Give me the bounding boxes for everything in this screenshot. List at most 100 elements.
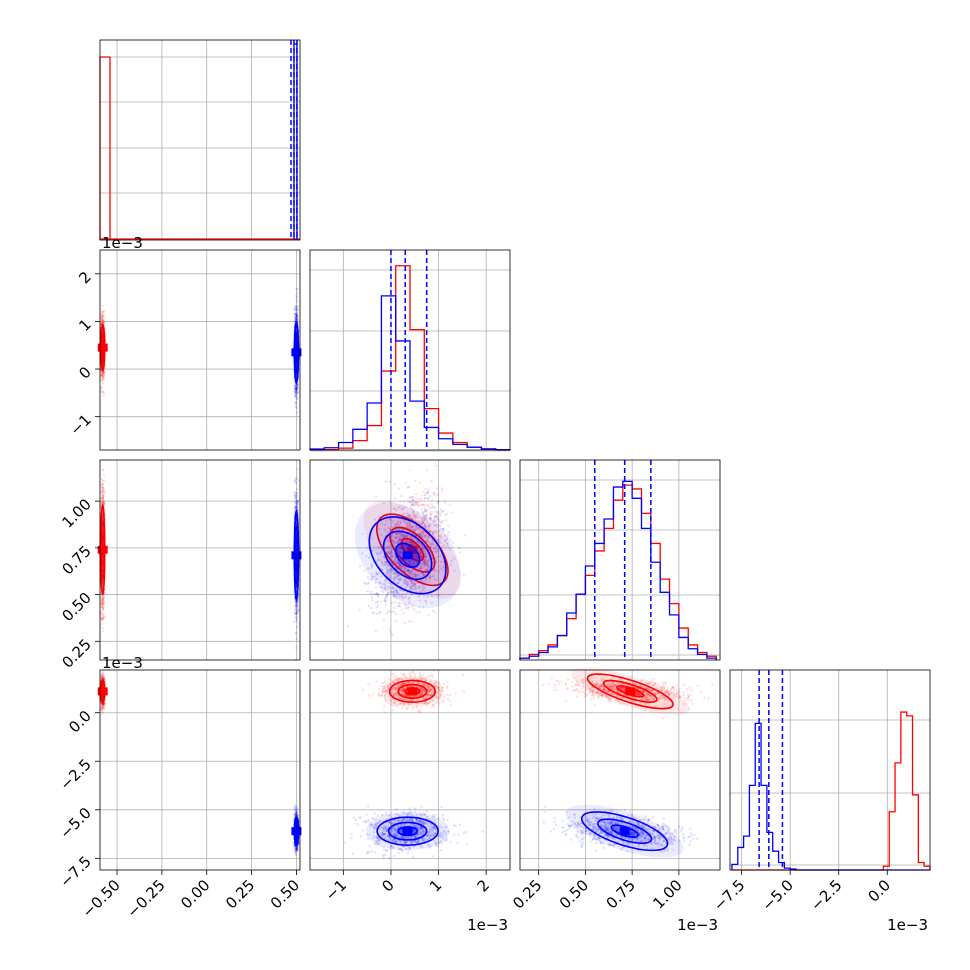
scatter-point — [389, 630, 392, 634]
scatter-point — [294, 404, 298, 407]
scatter-point — [101, 320, 105, 323]
scatter-point — [390, 633, 394, 637]
scatter-point — [366, 575, 370, 579]
scatter-point — [363, 569, 366, 572]
density-peak — [97, 343, 108, 352]
scatter-point — [296, 468, 299, 471]
scatter-point — [101, 390, 104, 393]
scatter-point — [296, 305, 299, 308]
scatter-point — [295, 620, 299, 623]
scatter-point — [100, 312, 103, 316]
scatter-point — [296, 288, 299, 291]
scatter-point — [103, 309, 106, 313]
scatter-point — [102, 474, 106, 477]
scatter-point — [101, 337, 104, 340]
scatter-point — [100, 379, 103, 382]
scatter-point — [102, 315, 105, 318]
scatter-point — [368, 578, 371, 581]
scatter-point — [296, 626, 299, 629]
scatter-point — [415, 611, 418, 614]
scatter-point — [436, 502, 439, 505]
scatter-point — [103, 320, 106, 324]
scatter-point — [413, 493, 416, 496]
scatter-point — [101, 374, 104, 378]
scatter-point — [441, 519, 444, 523]
scatter-point — [100, 310, 103, 313]
scatter-point — [100, 377, 104, 381]
scatter-point — [366, 590, 369, 593]
grid-y-2-0 — [100, 500, 300, 642]
scatter-point — [407, 620, 411, 623]
scatter-point — [406, 499, 410, 502]
scatter-point — [422, 490, 425, 494]
scatter-point — [101, 390, 105, 393]
scatter-point — [102, 319, 105, 323]
scatter-point — [101, 375, 105, 378]
scatter-point — [295, 299, 298, 302]
scatter-point — [101, 629, 105, 633]
scatter-point — [101, 485, 104, 489]
scatter-point — [409, 496, 412, 499]
scatter-point — [430, 499, 434, 502]
hist-blue-param_2 — [519, 480, 717, 660]
scatter-point — [376, 600, 379, 604]
scatter-point — [418, 481, 422, 484]
scatter-point — [100, 316, 103, 320]
scatter-point — [103, 616, 106, 619]
scatter-point — [436, 493, 439, 497]
scatter-point — [295, 406, 299, 409]
scatter-point — [393, 483, 396, 486]
scatter-point — [101, 316, 104, 319]
scatter-point — [100, 318, 104, 321]
scatter-point — [101, 318, 105, 322]
scatter-point — [101, 319, 105, 322]
scatter-point — [294, 400, 297, 404]
scatter-point — [384, 603, 388, 607]
grid-0-0 — [100, 40, 300, 240]
scatter-point — [296, 487, 299, 491]
scatter-point — [102, 321, 105, 324]
scatter-point — [101, 316, 104, 319]
scatter-point — [102, 371, 105, 374]
scatter-point — [100, 611, 103, 615]
scatter-point — [101, 370, 105, 374]
scatter-point — [102, 314, 105, 318]
scatter-point — [408, 469, 411, 472]
scatter-point — [374, 630, 377, 633]
hist-red-param_0 — [99, 56, 111, 240]
scatter-point — [102, 394, 105, 397]
scatter-point — [103, 491, 106, 494]
scatter-point — [101, 320, 104, 323]
scatter-point — [462, 574, 465, 577]
scatter-point — [393, 497, 396, 500]
scatter-point — [101, 377, 105, 380]
hist-blue-param_0 — [293, 43, 298, 240]
scatter-point — [102, 319, 105, 322]
scatter-point — [102, 373, 106, 376]
scatter-point — [101, 372, 104, 376]
scatter-point — [101, 351, 105, 354]
scatter-point — [102, 322, 105, 325]
scatter-point — [101, 373, 104, 377]
scatter-point — [451, 511, 454, 514]
scatter-point — [423, 493, 427, 497]
scatter-point — [100, 390, 104, 393]
scatter-point — [401, 608, 404, 611]
scatter-point — [412, 608, 416, 611]
grid-1-1 — [310, 250, 510, 452]
scatter-point — [101, 321, 104, 325]
scatter-point — [100, 322, 103, 326]
scatter-point — [436, 510, 440, 514]
scatter-2-0 — [98, 468, 301, 662]
scatter-point — [428, 487, 431, 490]
scatter-point — [420, 508, 423, 511]
scatter-point — [387, 610, 390, 613]
scatter-point — [399, 500, 402, 503]
scatter-point — [430, 502, 433, 506]
scatter-point — [389, 610, 393, 613]
scatter-point — [102, 376, 106, 380]
scatter-point — [444, 513, 447, 516]
scatter-point — [395, 619, 398, 623]
scatter-point — [100, 614, 103, 617]
scatter-point — [390, 601, 394, 605]
